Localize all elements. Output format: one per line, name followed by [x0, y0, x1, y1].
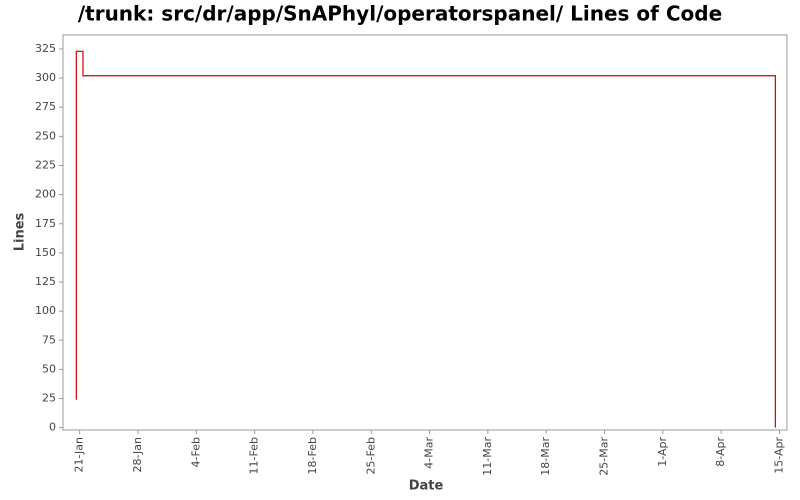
y-tick-label: 250 — [35, 129, 56, 142]
x-tick-label: 15-Apr — [773, 437, 786, 474]
x-tick-label: 11-Mar — [481, 437, 494, 476]
y-tick-label: 75 — [42, 333, 56, 346]
y-tick-label: 150 — [35, 246, 56, 259]
x-tick-label: 4-Feb — [189, 437, 202, 467]
x-axis-label: Date — [409, 479, 444, 494]
x-tick-label: 28-Jan — [131, 437, 144, 473]
y-tick-label: 125 — [35, 275, 56, 288]
x-tick-label: 21-Jan — [73, 437, 86, 473]
y-tick-label: 100 — [35, 304, 56, 317]
y-tick-label: 50 — [42, 362, 56, 375]
y-tick-label: 225 — [35, 159, 56, 172]
x-tick-label: 1-Apr — [656, 437, 669, 467]
x-tick-label: 18-Feb — [306, 437, 319, 474]
y-tick-label: 275 — [35, 100, 56, 113]
data-line — [75, 50, 776, 428]
y-tick-label: 300 — [35, 71, 56, 84]
y-tick-label: 325 — [35, 42, 56, 55]
x-tick-label: 11-Feb — [248, 437, 261, 474]
x-tick-label: 25-Feb — [364, 437, 377, 474]
y-tick-label: 25 — [42, 392, 56, 405]
x-tick-label: 18-Mar — [539, 437, 552, 476]
y-tick-label: 175 — [35, 217, 56, 230]
y-tick-label: 0 — [49, 421, 56, 434]
x-tick-label: 25-Mar — [598, 437, 611, 476]
x-tick-label: 4-Mar — [423, 437, 436, 469]
chart-title: /trunk: src/dr/app/SnAPhyl/operatorspane… — [78, 2, 722, 26]
x-tick-label: 8-Apr — [714, 437, 727, 467]
y-axis-label: Lines — [13, 212, 28, 251]
y-tick-label: 200 — [35, 188, 56, 201]
plot-area — [62, 34, 788, 431]
